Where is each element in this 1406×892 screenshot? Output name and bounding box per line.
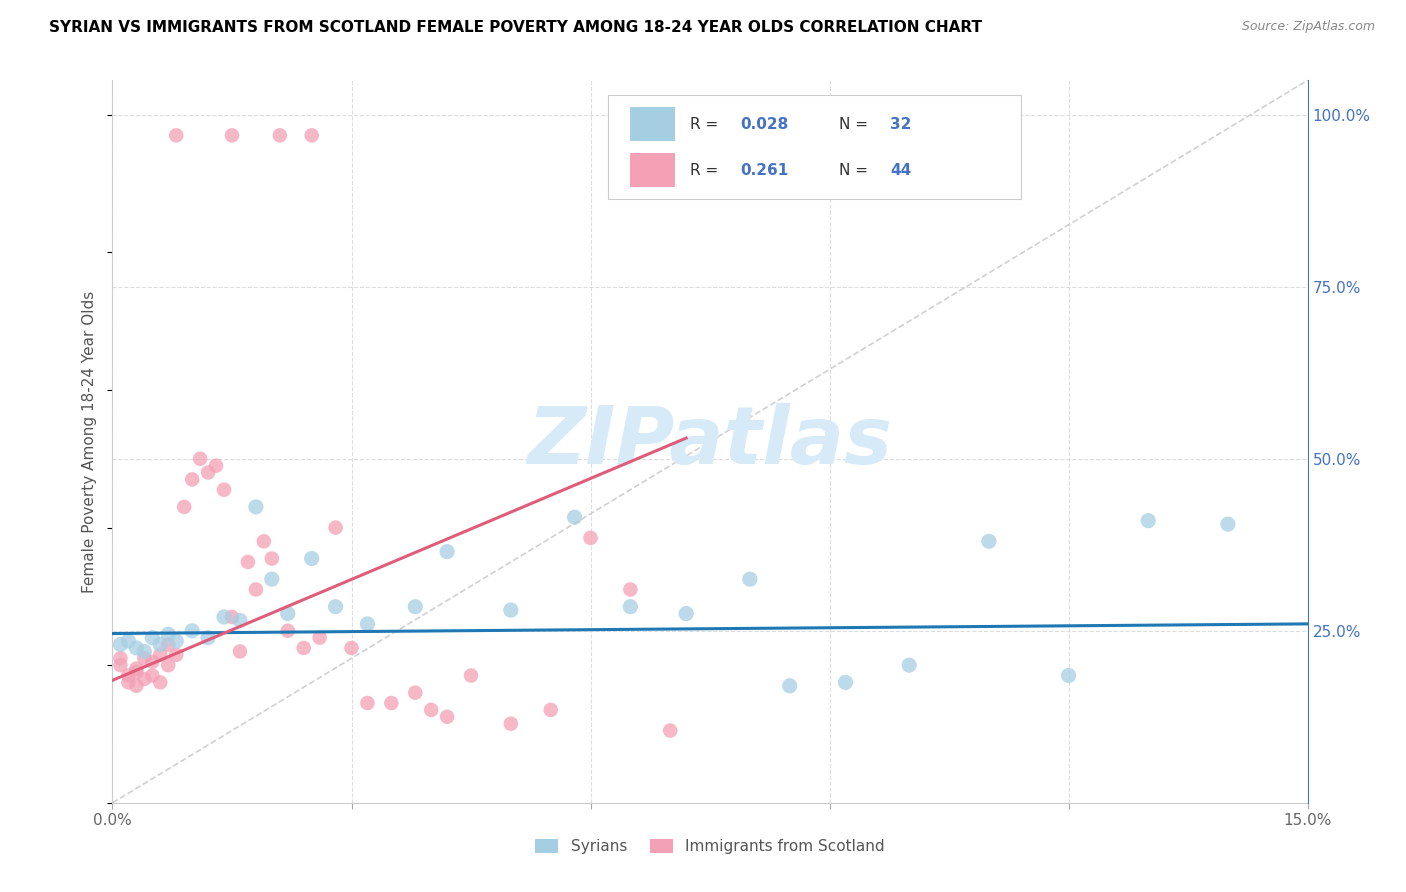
Point xyxy=(165,634,187,648)
Point xyxy=(499,603,522,617)
Point xyxy=(188,451,211,466)
Text: R =: R = xyxy=(690,117,723,131)
Point xyxy=(125,679,148,693)
Point xyxy=(779,679,801,693)
Point xyxy=(141,631,163,645)
Point xyxy=(229,644,252,658)
Bar xyxy=(630,153,675,187)
Point xyxy=(675,607,697,621)
Text: Source: ZipAtlas.com: Source: ZipAtlas.com xyxy=(1241,20,1375,33)
Point xyxy=(1216,517,1239,532)
Bar xyxy=(630,107,675,141)
Point xyxy=(141,655,163,669)
Point xyxy=(125,665,148,679)
Point xyxy=(260,551,283,566)
Point xyxy=(420,703,443,717)
Text: 0.028: 0.028 xyxy=(740,117,789,131)
Point xyxy=(1057,668,1080,682)
Point xyxy=(340,640,363,655)
Point xyxy=(134,672,156,686)
Point xyxy=(125,640,148,655)
Point xyxy=(229,614,252,628)
Point xyxy=(308,631,330,645)
Point xyxy=(436,710,458,724)
Point xyxy=(325,599,347,614)
Text: N =: N = xyxy=(839,162,873,178)
Point xyxy=(205,458,228,473)
Point xyxy=(738,572,761,586)
Point xyxy=(181,472,204,486)
Point xyxy=(564,510,586,524)
Point xyxy=(212,483,235,497)
Point xyxy=(269,128,291,143)
Point xyxy=(110,638,132,652)
Point xyxy=(117,675,139,690)
Point xyxy=(659,723,682,738)
Text: SYRIAN VS IMMIGRANTS FROM SCOTLAND FEMALE POVERTY AMONG 18-24 YEAR OLDS CORRELAT: SYRIAN VS IMMIGRANTS FROM SCOTLAND FEMAL… xyxy=(49,20,983,35)
Point xyxy=(125,662,148,676)
Point xyxy=(149,638,172,652)
Text: 44: 44 xyxy=(890,162,911,178)
Point xyxy=(460,668,482,682)
Point xyxy=(236,555,259,569)
Bar xyxy=(609,95,1021,200)
Point xyxy=(117,634,139,648)
Point xyxy=(540,703,562,717)
Point xyxy=(404,686,426,700)
Point xyxy=(141,668,163,682)
Point xyxy=(1137,514,1160,528)
Point xyxy=(149,648,172,662)
Point xyxy=(579,531,602,545)
Point xyxy=(165,648,187,662)
Point xyxy=(221,128,243,143)
Y-axis label: Female Poverty Among 18-24 Year Olds: Female Poverty Among 18-24 Year Olds xyxy=(82,291,97,592)
Point xyxy=(245,582,267,597)
Point xyxy=(834,675,856,690)
Point xyxy=(245,500,267,514)
Point xyxy=(325,520,347,534)
Point xyxy=(197,631,219,645)
Text: N =: N = xyxy=(839,117,873,131)
Point xyxy=(181,624,204,638)
Point xyxy=(619,599,641,614)
Point xyxy=(977,534,1000,549)
Point xyxy=(110,651,132,665)
Point xyxy=(277,624,299,638)
Point xyxy=(110,658,132,673)
Legend: Syrians, Immigrants from Scotland: Syrians, Immigrants from Scotland xyxy=(529,833,891,860)
Point xyxy=(157,638,180,652)
Point xyxy=(173,500,195,514)
Text: ZIPatlas: ZIPatlas xyxy=(527,402,893,481)
Point xyxy=(157,627,180,641)
Point xyxy=(117,668,139,682)
Point xyxy=(380,696,402,710)
Point xyxy=(301,128,323,143)
Text: R =: R = xyxy=(690,162,723,178)
Point xyxy=(260,572,283,586)
Point xyxy=(221,610,243,624)
Point xyxy=(356,696,378,710)
Point xyxy=(157,658,180,673)
Point xyxy=(436,544,458,558)
Point xyxy=(292,640,315,655)
Point xyxy=(404,599,426,614)
Point xyxy=(301,551,323,566)
Text: 32: 32 xyxy=(890,117,912,131)
Point xyxy=(898,658,921,673)
Point xyxy=(165,128,187,143)
Point xyxy=(134,651,156,665)
Point xyxy=(197,466,219,480)
Text: 0.261: 0.261 xyxy=(740,162,789,178)
Point xyxy=(277,607,299,621)
Point xyxy=(619,582,641,597)
Point xyxy=(253,534,276,549)
Point xyxy=(499,716,522,731)
Point xyxy=(149,675,172,690)
Point xyxy=(356,616,378,631)
Point xyxy=(212,610,235,624)
Point xyxy=(134,644,156,658)
